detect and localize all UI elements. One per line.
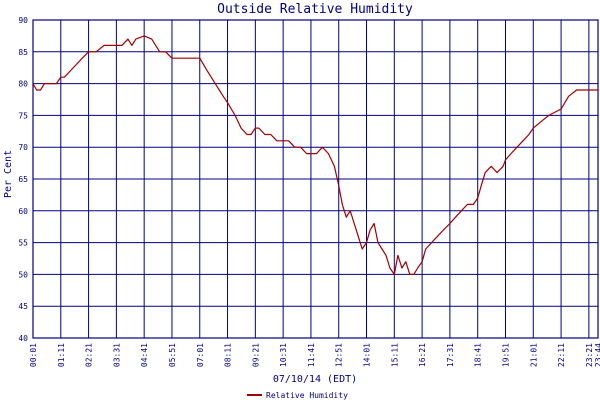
plot-frame <box>32 19 599 339</box>
x-tick-label: 12:51 <box>335 343 344 367</box>
y-tick-label: 40 <box>18 334 28 343</box>
series-group <box>32 35 598 275</box>
x-tick-label: 23:44 <box>594 343 600 367</box>
y-tick-label: 90 <box>18 16 28 25</box>
y-tick-label: 70 <box>18 143 28 152</box>
y-tick-label: 50 <box>18 270 28 279</box>
x-tick-label: 18:41 <box>474 343 483 367</box>
x-tick-label: 08:11 <box>224 343 233 367</box>
x-axis-label: 07/10/14 (EDT) <box>273 374 357 385</box>
x-tick-label: 07:01 <box>196 343 205 367</box>
grid-lines <box>32 19 599 339</box>
series-line-relative-humidity <box>32 35 598 275</box>
y-tick-label: 60 <box>18 207 28 216</box>
x-tick-label: 22:11 <box>557 343 566 367</box>
y-tick-label: 55 <box>18 239 28 248</box>
x-tick-label: 17:31 <box>446 343 455 367</box>
x-tick-label: 16:21 <box>418 343 427 367</box>
x-tick-label: 04:41 <box>140 343 149 367</box>
y-tick-label: 45 <box>18 302 28 311</box>
x-tick-label: 10:31 <box>279 343 288 367</box>
x-tick-label: 14:01 <box>363 343 372 367</box>
y-tick-label: 75 <box>18 111 28 120</box>
legend-label: Relative Humidity <box>266 391 348 400</box>
x-tick-label: 15:11 <box>390 343 399 367</box>
x-tick-label: 09:21 <box>251 343 260 367</box>
x-tick-label: 03:31 <box>112 343 121 367</box>
x-tick-label: 00:01 <box>29 343 38 367</box>
x-tick-label: 11:41 <box>307 343 316 367</box>
y-axis-label: Per Cent <box>3 150 14 198</box>
y-tick-label: 80 <box>18 80 28 89</box>
x-tick-label: 21:01 <box>529 343 538 367</box>
x-tick-label: 23:21 <box>585 343 594 367</box>
x-tick-label: 01:11 <box>57 343 66 367</box>
y-tick-labels: 40 45 50 55 60 65 70 75 80 85 90 <box>18 16 28 343</box>
chart-title: Outside Relative Humidity <box>217 2 413 17</box>
y-tick-label: 65 <box>18 175 28 184</box>
x-tick-label: 05:51 <box>168 343 177 367</box>
x-tick-label: 19:51 <box>501 343 510 367</box>
y-tick-label: 85 <box>18 48 28 57</box>
x-tick-label: 02:21 <box>85 343 94 367</box>
legend: Relative Humidity <box>247 391 348 400</box>
x-tick-labels: 00:01 01:11 02:21 03:31 04:41 05:51 07:01 08:11… <box>29 343 600 367</box>
